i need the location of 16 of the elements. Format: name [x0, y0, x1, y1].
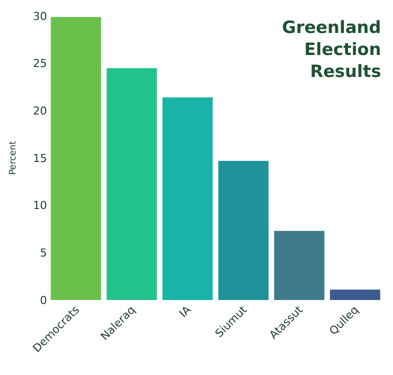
bar — [162, 97, 213, 300]
y-tick-label: 25 — [33, 57, 47, 70]
x-tick-label: IA — [176, 302, 194, 320]
y-tick-label: 10 — [33, 199, 47, 212]
y-tick-label: 0 — [40, 294, 47, 307]
bar — [106, 68, 157, 300]
y-tick-label: 15 — [33, 152, 47, 165]
text: Greenland Election Results — [282, 18, 382, 82]
y-axis-title: Percent — [8, 140, 18, 175]
bar — [50, 16, 102, 300]
bar — [274, 230, 324, 300]
y-tick-label: 5 — [40, 246, 47, 260]
y-tick-label: 30 — [33, 10, 47, 23]
y-tick-label: 20 — [33, 104, 47, 118]
bar — [330, 290, 380, 300]
bar — [218, 160, 269, 300]
